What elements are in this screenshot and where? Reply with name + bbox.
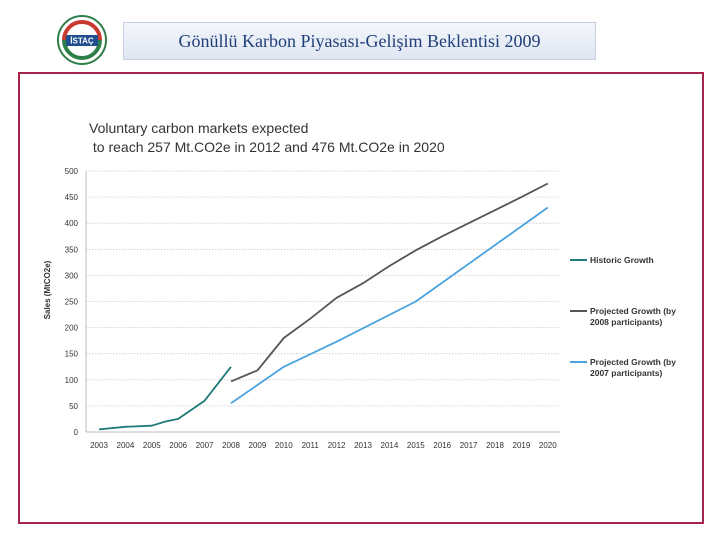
y-axis: 0 50 100 150 200 250 300 350 400 450 500	[65, 167, 87, 437]
y-tick-label: 500	[65, 167, 79, 176]
x-tick-label: 2006	[169, 441, 187, 450]
chart-title: Voluntary carbon markets expected to rea…	[89, 119, 445, 157]
x-axis: 2003 2004 2005 2006 2007 2008 2009 2010 2011 2012…	[86, 431, 560, 450]
x-tick-label: 2019	[513, 441, 531, 450]
series-line-1	[98, 366, 232, 431]
header-title-bar: Gönüllü Karbon Piyasası-Gelişim Beklenti…	[123, 22, 596, 60]
x-tick-label: 2008	[222, 441, 240, 450]
y-tick-label: 100	[65, 376, 79, 385]
x-tick-label: 2020	[539, 441, 557, 450]
y-tick-label: 300	[65, 271, 79, 280]
x-tick-label: 2014	[381, 441, 399, 450]
x-tick-label: 2010	[275, 441, 293, 450]
x-tick-label: 2018	[486, 441, 504, 450]
chart-grid	[86, 170, 560, 433]
chart-title-line-1: Voluntary carbon markets expected	[89, 120, 309, 136]
x-tick-label: 2005	[143, 441, 161, 450]
x-tick-label: 2004	[117, 441, 135, 450]
x-tick-label: 2017	[460, 441, 478, 450]
x-tick-label: 2012	[328, 441, 346, 450]
y-tick-label: 200	[65, 324, 79, 333]
istac-logo: İSTAÇ	[57, 15, 107, 65]
series-line-3	[230, 206, 549, 405]
legend-label-1: Historic Growth	[590, 255, 654, 265]
y-tick-label: 450	[65, 193, 79, 202]
x-tick-label: 2011	[302, 441, 320, 450]
legend-label-3: Projected Growth (by 2007 participants)	[590, 357, 676, 378]
x-tick-label: 2003	[90, 441, 108, 450]
y-tick-label: 50	[69, 402, 78, 411]
page-title: Gönüllü Karbon Piyasası-Gelişim Beklenti…	[178, 30, 541, 51]
y-axis-title: Sales (MtCO2e)	[43, 260, 52, 319]
chart-legend: Historic Growth Projected Growth (by 2008 …	[570, 255, 676, 378]
content-frame	[18, 72, 704, 524]
x-tick-label: 2007	[196, 441, 214, 450]
chart-title-line-2: to reach 257 Mt.CO2e in 2012 and 476 Mt.…	[89, 139, 445, 155]
y-tick-label: 250	[65, 298, 79, 307]
y-tick-label: 400	[65, 219, 79, 228]
y-tick-label: 350	[65, 245, 79, 254]
y-tick-label: 150	[65, 350, 79, 359]
chart-series	[98, 182, 549, 431]
x-tick-label: 2013	[354, 441, 372, 450]
logo-text: İSTAÇ	[70, 37, 94, 46]
x-tick-label: 2015	[407, 441, 425, 450]
x-tick-label: 2016	[433, 441, 451, 450]
legend-label-2: Projected Growth (by 2008 participants)	[590, 306, 676, 327]
y-tick-label: 0	[74, 428, 79, 437]
series-line-2	[230, 182, 549, 383]
x-tick-label: 2009	[249, 441, 267, 450]
